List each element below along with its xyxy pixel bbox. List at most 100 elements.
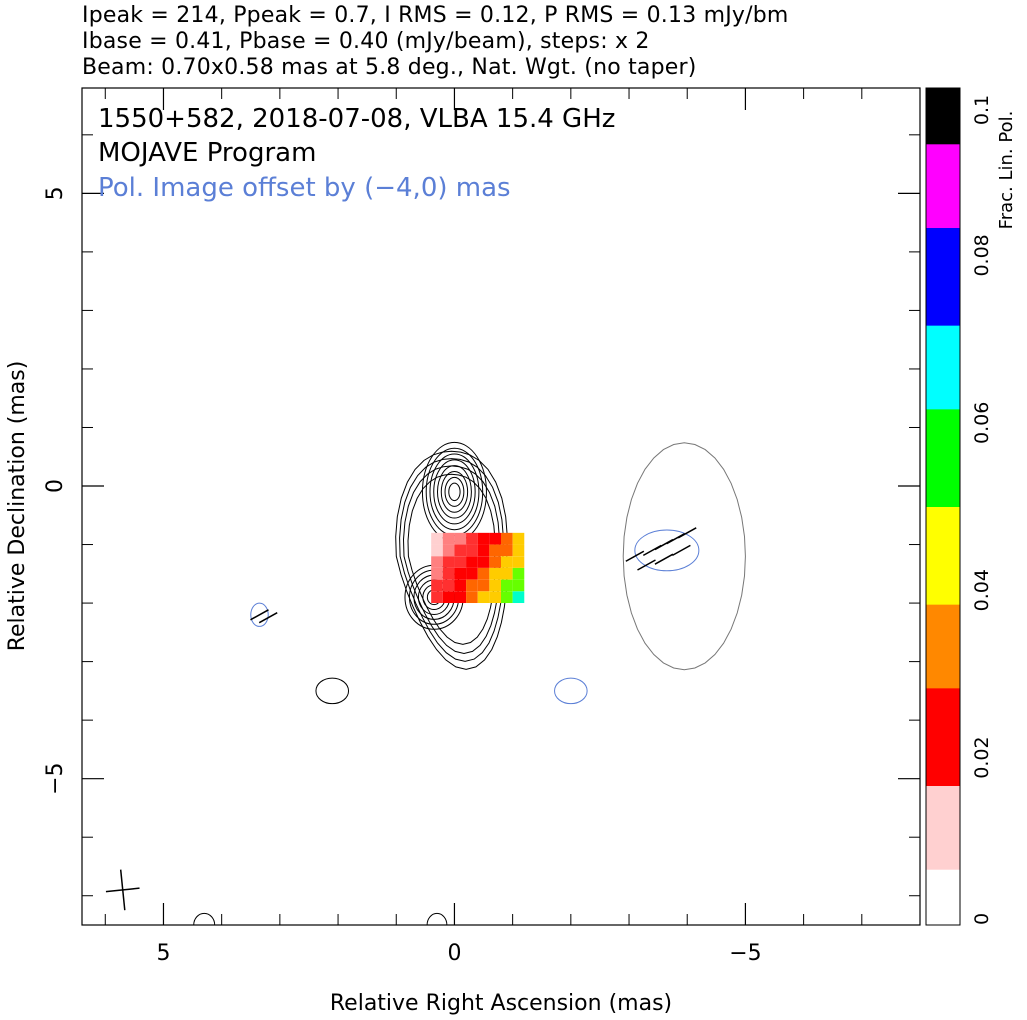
pol-fraction-pixel <box>442 567 455 580</box>
colorbar-swatch <box>926 311 960 326</box>
pol-intensity-contour <box>554 677 588 705</box>
colorbar-swatch <box>926 562 960 577</box>
colorbar-swatch <box>926 297 960 312</box>
pol-fraction-pixel <box>454 579 467 592</box>
colorbar-swatch <box>926 743 960 759</box>
pol-fraction-pixel <box>454 591 467 604</box>
intensity-contour <box>440 470 469 513</box>
pol-fraction-pixel <box>512 532 525 545</box>
pol-fraction-pixel <box>489 591 501 604</box>
colorbar-swatch <box>926 883 960 898</box>
colorbar-swatch <box>926 841 960 856</box>
colorbar-tick-label: 0 <box>971 913 993 925</box>
colorbar-swatch <box>926 129 960 145</box>
pol-fraction-pixel <box>466 591 478 604</box>
colorbar-swatch <box>926 911 960 926</box>
pol-fraction-pixel <box>501 591 513 604</box>
intensity-contour <box>399 458 504 662</box>
pol-fraction-pixel <box>512 591 525 604</box>
pol-fraction-pixel <box>512 579 525 592</box>
pol-fraction-pixel <box>431 579 443 592</box>
colorbar-swatch <box>926 590 960 605</box>
intensity-contour <box>425 447 484 537</box>
header-beam-info: Beam: 0.70x0.58 mas at 5.8 deg., Nat. Wg… <box>82 55 697 80</box>
x-tick-label: 0 <box>447 941 461 966</box>
evpa-vector <box>637 559 656 571</box>
colorbar-swatch <box>926 534 960 549</box>
colorbar-swatch <box>926 171 960 187</box>
colorbar-swatch <box>926 897 960 912</box>
colorbar-swatch <box>926 464 960 480</box>
pol-fraction-pixel <box>477 591 490 604</box>
y-tick-label: 5 <box>43 186 68 200</box>
pol-fraction-pixel <box>454 532 467 545</box>
pol-fraction-pixel <box>477 532 490 545</box>
colorbar-swatch <box>926 255 960 270</box>
colorbar-tick-label: 0.04 <box>971 569 993 611</box>
intensity-contour <box>436 465 472 519</box>
pol-intensity-contour <box>250 602 269 627</box>
colorbar-swatch <box>926 632 960 647</box>
colorbar-swatch <box>926 478 960 494</box>
colorbar-swatch <box>926 646 960 661</box>
pol-fraction-pixel <box>431 544 443 557</box>
colorbar-swatch <box>926 715 960 731</box>
pol-fraction-pixel <box>489 544 501 557</box>
y-tick-label: −5 <box>43 762 68 794</box>
pol-fraction-pixel <box>501 579 513 592</box>
x-tick-label: 5 <box>156 941 170 966</box>
pol-fraction-pixel <box>442 556 455 568</box>
colorbar-swatch <box>926 325 960 340</box>
pol-fraction-pixel <box>477 579 490 592</box>
pol-fraction-pixel <box>501 567 513 580</box>
colorbar-swatch <box>926 520 960 535</box>
pol-fraction-pixel <box>512 567 525 580</box>
pol-fraction-pixel <box>442 579 455 592</box>
pol-fraction-pixel <box>466 579 478 592</box>
colorbar-swatch <box>926 659 960 675</box>
pol-fraction-pixel <box>442 532 455 545</box>
colorbar-swatch <box>926 576 960 591</box>
colorbar-swatch <box>926 729 960 745</box>
header-peak-rms: Ipeak = 214, Ppeak = 0.7, I RMS = 0.12, … <box>82 3 789 28</box>
intensity-contour <box>421 441 487 542</box>
pol-offset-note: Pol. Image offset by (−4,0) mas <box>98 173 511 203</box>
colorbar-swatch <box>926 185 960 201</box>
pol-fraction-pixel <box>489 579 501 592</box>
pol-fraction-pixel <box>477 544 490 557</box>
colorbar-swatch <box>926 869 960 884</box>
colorbar-tick-label: 0.02 <box>971 736 993 778</box>
colorbar-swatch <box>926 353 960 368</box>
colorbar-tick-label: 0.06 <box>971 402 993 444</box>
program-label: MOJAVE Program <box>98 138 316 168</box>
colorbar-swatch <box>926 813 960 828</box>
pol-fraction-pixel <box>442 544 455 557</box>
pol-fraction-pixel <box>431 532 443 545</box>
colorbar-swatch <box>926 785 960 800</box>
source-title: 1550+582, 2018-07-08, VLBA 15.4 GHz <box>98 104 615 134</box>
pol-fraction-pixel <box>466 532 478 545</box>
colorbar-swatch <box>926 339 960 354</box>
colorbar-swatch <box>926 380 960 396</box>
colorbar-label: Frac. Lin. Pol. <box>996 111 1017 230</box>
pol-fraction-pixel <box>489 532 501 545</box>
colorbar-swatch <box>926 506 960 521</box>
y-axis-label: Relative Declination (mas) <box>5 361 30 652</box>
pol-fraction-pixel <box>512 544 525 557</box>
colorbar-swatch <box>926 799 960 814</box>
pol-intensity-contour <box>634 529 700 572</box>
pol-fraction-pixel <box>466 544 478 557</box>
colorbar-swatch <box>926 492 960 507</box>
plot-frame <box>81 87 921 926</box>
evpa-vector <box>677 527 697 539</box>
pol-fraction-pixel <box>431 567 443 580</box>
intensity-contour <box>407 473 496 645</box>
colorbar-swatch <box>926 367 960 382</box>
intensity-contour <box>433 459 476 525</box>
colorbar-swatch <box>926 771 960 786</box>
colorbar-swatch <box>926 157 960 173</box>
colorbar-swatch <box>926 283 960 298</box>
intensity-contour <box>402 465 501 655</box>
header-base-levels: Ibase = 0.41, Pbase = 0.40 (mJy/beam), s… <box>82 29 650 54</box>
